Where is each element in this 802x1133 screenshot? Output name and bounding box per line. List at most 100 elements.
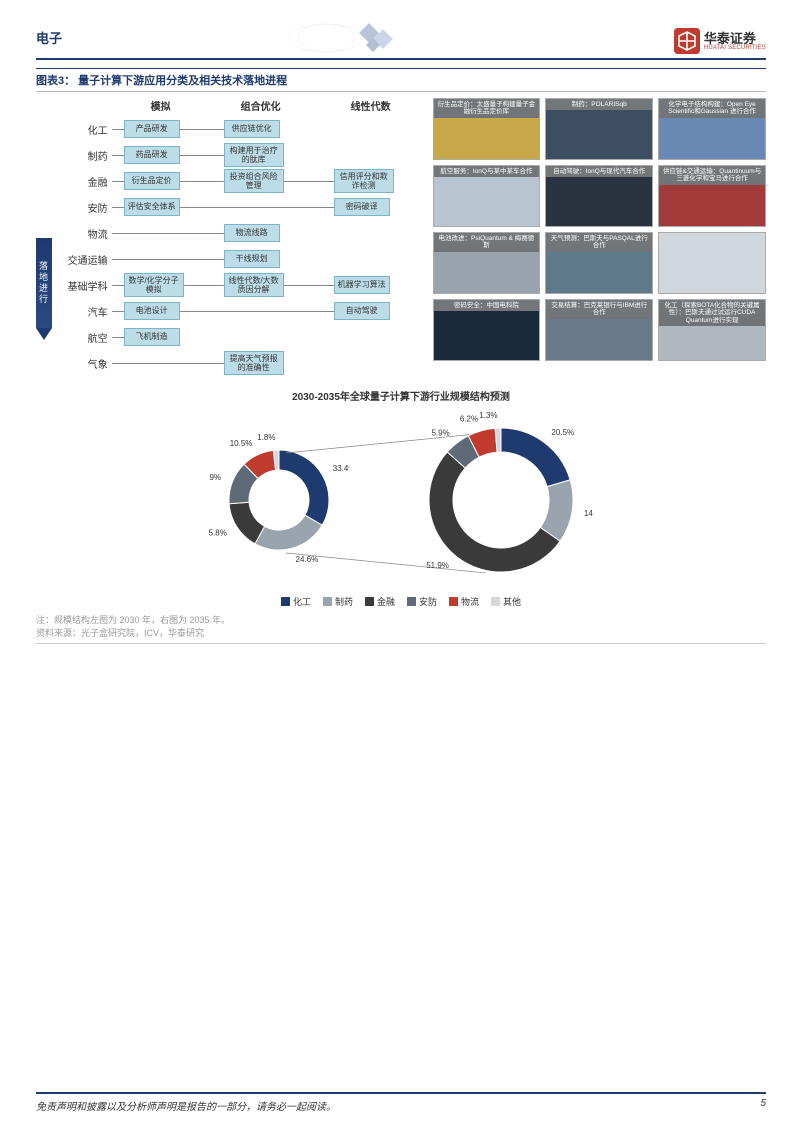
flow-row-label: 物流 — [64, 226, 112, 241]
application-tile: 衍生品定价：太盛量子构建量子金融衍生品定价库 — [433, 98, 541, 160]
flow-box: 信用评分和欺诈检测 — [334, 169, 394, 193]
note-line-1: 注：规模结构左图为 2030 年，右图为 2035 年。 — [36, 614, 766, 627]
application-tile: 化工（探索BOTA化合物的关键属性）：巴斯夫通过试运行CUDA Quantum进… — [658, 299, 766, 361]
flow-col-head: 线性代数 — [336, 98, 406, 113]
legend-item: 制药 — [323, 595, 353, 608]
main-diagram: 落地进行 模拟组合优化线性代数化工产品研发供应链优化制药药品研发构建用于治疗的肽… — [36, 98, 766, 378]
chart-notes: 注：规模结构左图为 2030 年，右图为 2035 年。 资料来源：光子盒研究院… — [36, 614, 766, 639]
svg-text:6.2%: 6.2% — [460, 414, 478, 423]
legend-swatch — [407, 597, 416, 606]
application-tile: 制药：POLARISqb — [545, 98, 653, 160]
tile-image-placeholder — [659, 185, 765, 226]
application-tile: 航空服务：IonQ与某中某车合作 — [433, 165, 541, 227]
flow-box: 投资组合风险管理 — [224, 169, 284, 193]
vertical-progress-bar: 落地进行 — [36, 98, 58, 124]
svg-text:10.5%: 10.5% — [230, 439, 253, 448]
tile-label: 航空服务：IonQ与某中某车合作 — [434, 166, 540, 177]
tile-image-placeholder — [659, 233, 765, 293]
flow-connector — [112, 129, 124, 130]
flow-box: 构建用于治疗的肽库 — [224, 143, 284, 167]
application-tile: 供应链&交通运输：Quantinuum与三菱化学和宝马进行合作 — [658, 165, 766, 227]
application-tile: 化学电子结构构建：Open Eye Scientific和Gaussian 进行… — [658, 98, 766, 160]
tile-label: 供应链&交通运输：Quantinuum与三菱化学和宝马进行合作 — [659, 166, 765, 185]
tile-image-placeholder — [434, 118, 540, 159]
flow-box: 数学/化学分子模拟 — [124, 273, 184, 297]
svg-text:13.9%: 13.9% — [209, 473, 221, 482]
flow-box: 物流线路 — [224, 224, 280, 242]
donut-chart-title: 2030-2035年全球量子计算下游行业规模结构预测 — [36, 388, 766, 403]
flow-box: 供应链优化 — [224, 120, 280, 138]
application-tile — [658, 232, 766, 294]
flow-box: 密码破译 — [334, 198, 390, 216]
tile-image-placeholder — [434, 177, 540, 226]
flow-connector — [112, 181, 124, 182]
legend-item: 安防 — [407, 595, 437, 608]
tile-label: 化工（探索BOTA化合物的关键属性）：巴斯夫通过试运行CUDA Quantum进… — [659, 300, 765, 326]
flow-connector — [284, 285, 334, 286]
flow-connector — [180, 129, 224, 130]
flow-connector — [112, 259, 224, 260]
tile-image-placeholder — [546, 319, 652, 360]
figure-title-row: 图表3： 量子计算下游应用分类及相关技术落地进程 — [36, 68, 766, 92]
notes-rule — [36, 643, 766, 644]
tile-image-placeholder — [546, 110, 652, 159]
tile-label: 密码安全：中国电科院 — [434, 300, 540, 311]
svg-text:1.8%: 1.8% — [257, 433, 275, 442]
legend-swatch — [323, 597, 332, 606]
application-tile: 自动驾驶：IonQ与现代汽车合作 — [545, 165, 653, 227]
flow-connector — [180, 207, 334, 208]
flow-row-label: 气象 — [64, 356, 112, 371]
logo: 华泰证券 HUATAI SECURITIES — [674, 28, 766, 54]
flow-connector — [184, 285, 224, 286]
category-label: 电子 — [36, 28, 62, 47]
page-footer: 免责声明和披露以及分析师声明是报告的一部分，请务必一起阅读。 5 — [36, 1092, 766, 1113]
svg-text:20.5%: 20.5% — [551, 427, 574, 436]
application-tile: 交易结算：巴克莱银行与IBM进行合作 — [545, 299, 653, 361]
flow-box: 飞机制造 — [124, 328, 180, 346]
logo-cn: 华泰证券 — [704, 32, 766, 45]
tile-label: 电池改进：PsiQuantum & 梅赛德斯 — [434, 233, 540, 252]
tile-label: 自动驾驶：IonQ与现代汽车合作 — [546, 166, 652, 177]
flow-col-head: 模拟 — [126, 98, 196, 113]
legend-item: 金融 — [365, 595, 395, 608]
tile-image-placeholder — [659, 326, 765, 360]
svg-text:5.9%: 5.9% — [431, 428, 449, 437]
figure-title: 图表3： 量子计算下游应用分类及相关技术落地进程 — [36, 75, 287, 87]
flow-row-label: 化工 — [64, 122, 112, 137]
flow-connector — [112, 233, 224, 234]
flow-box: 药品研发 — [124, 146, 180, 164]
application-tile: 密码安全：中国电科院 — [433, 299, 541, 361]
tile-image-placeholder — [434, 252, 540, 293]
flow-row-label: 航空 — [64, 330, 112, 345]
flow-col-head: 组合优化 — [226, 98, 296, 113]
flow-row-label: 制药 — [64, 148, 112, 163]
flow-box: 干线规划 — [224, 250, 280, 268]
flow-row-label: 汽车 — [64, 304, 112, 319]
flow-connector — [112, 207, 124, 208]
legend-swatch — [491, 597, 500, 606]
flow-connector — [180, 181, 224, 182]
header-decoration — [276, 22, 416, 54]
tile-label: 天气预测：巴斯夫与PASQAL进行合作 — [546, 233, 652, 252]
logo-en: HUATAI SECURITIES — [704, 45, 766, 51]
tile-label: 衍生品定价：太盛量子构建量子金融衍生品定价库 — [434, 99, 540, 118]
logo-icon — [674, 28, 700, 54]
flow-connector — [180, 155, 224, 156]
chart-legend: 化工制药金融安防物流其他 — [36, 595, 766, 608]
tile-label: 化学电子结构构建：Open Eye Scientific和Gaussian 进行… — [659, 99, 765, 118]
flow-connector — [112, 337, 124, 338]
flow-box: 提高天气预报的准确性 — [224, 351, 284, 375]
tile-label: 制药：POLARISqb — [546, 99, 652, 110]
flow-row-label: 交通运输 — [64, 252, 112, 267]
flowchart: 模拟组合优化线性代数化工产品研发供应链优化制药药品研发构建用于治疗的肽库金融衍生… — [64, 98, 427, 378]
flow-connector — [112, 285, 124, 286]
flow-box: 自动驾驶 — [334, 302, 390, 320]
svg-text:1.3%: 1.3% — [479, 411, 497, 420]
flow-connector — [180, 311, 334, 312]
svg-text:14.2%: 14.2% — [584, 508, 593, 517]
legend-item: 其他 — [491, 595, 521, 608]
application-tiles: 衍生品定价：太盛量子构建量子金融衍生品定价库制药：POLARISqb 化学电子结构… — [433, 98, 767, 361]
legend-swatch — [449, 597, 458, 606]
legend-swatch — [365, 597, 374, 606]
flow-box: 线性代数/大数质因分解 — [224, 273, 284, 297]
